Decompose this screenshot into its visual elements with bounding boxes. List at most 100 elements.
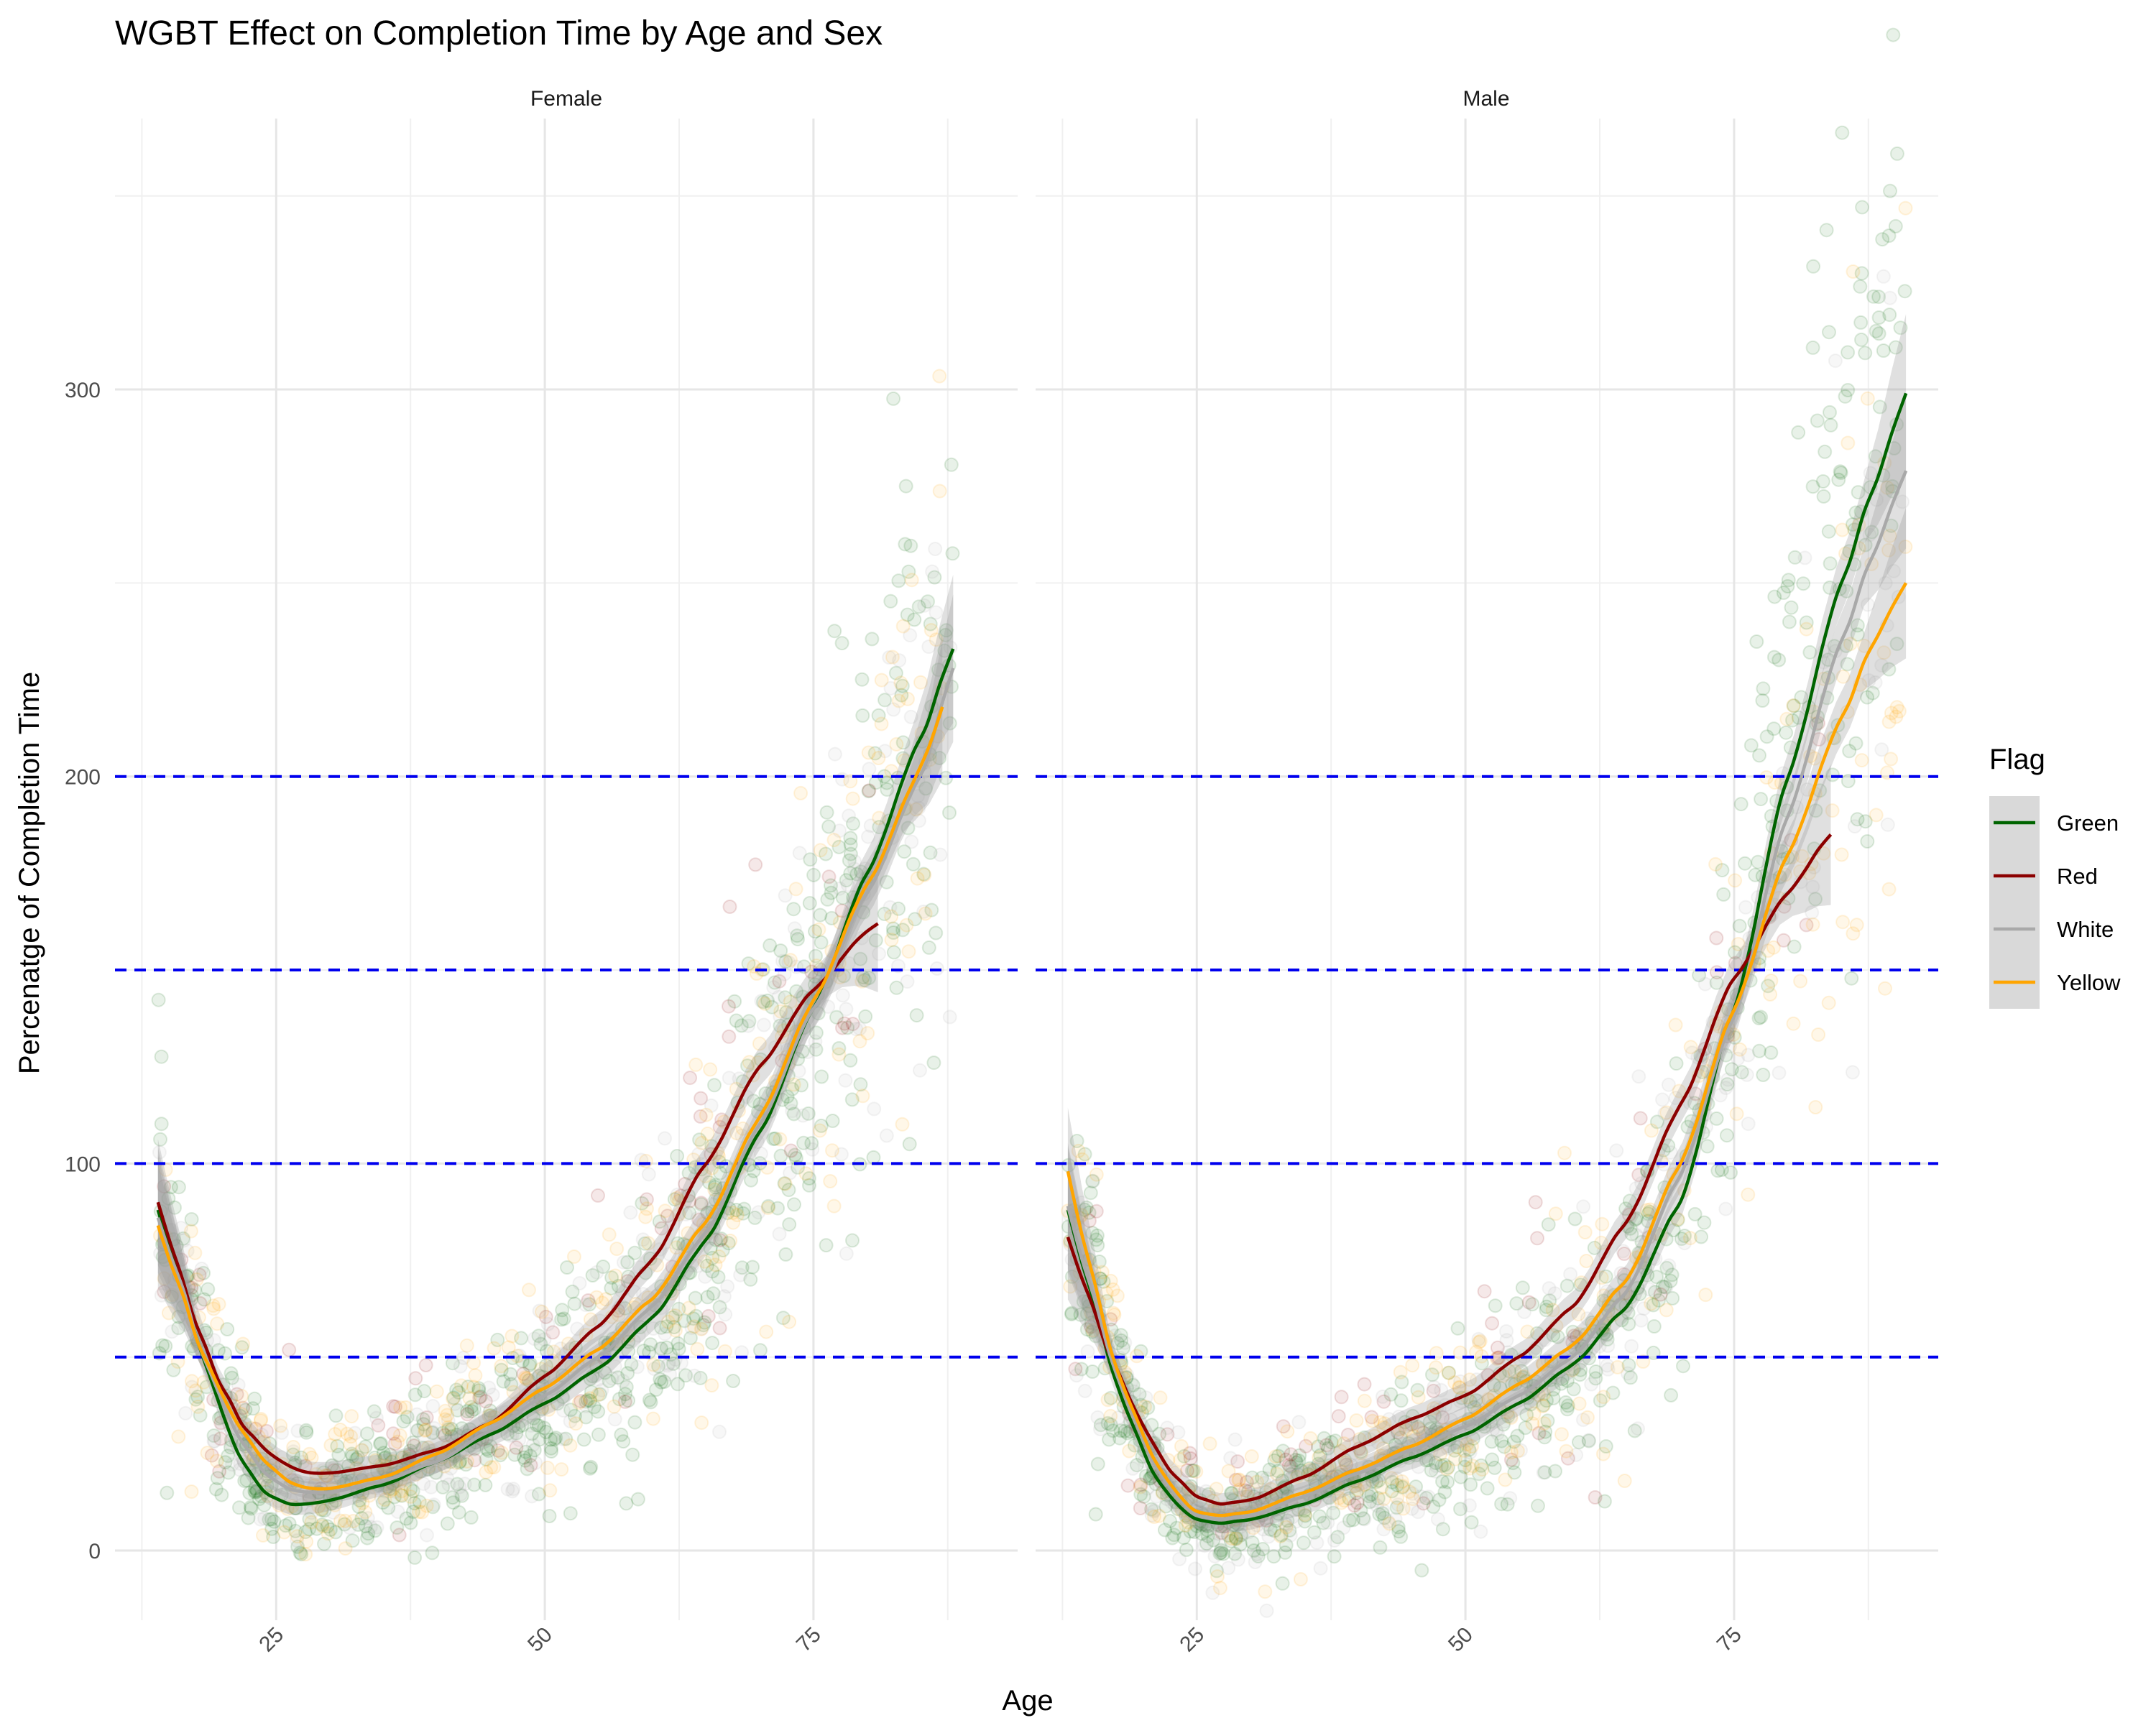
data-point-female-white [827,747,842,762]
data-point-female-green [619,1380,634,1395]
data-point-female-yellow [398,1400,413,1415]
data-point-female-green [358,1439,373,1454]
data-point-male-green [1889,146,1904,161]
data-point-male-white [1718,1201,1733,1216]
data-point-male-green [1733,797,1749,812]
data-point-female-green [220,1322,235,1336]
data-point-male-white [1576,1199,1591,1214]
data-point-female-green [726,1374,741,1388]
data-point-female-green [746,1163,761,1178]
data-point-female-white [841,956,856,971]
data-point-female-white [420,1528,434,1543]
data-point-female-green [611,1278,626,1293]
data-point-female-red [387,1436,402,1451]
data-point-female-yellow [681,1300,696,1316]
data-point-female-white [290,1423,305,1438]
data-point-female-green [584,1459,599,1474]
data-point-female-white [369,1520,384,1535]
data-point-male-red [1357,1377,1372,1392]
data-point-female-green [778,954,793,969]
data-point-female-white [662,1247,677,1262]
data-point-male-green [1440,1474,1455,1489]
data-point-female-white [589,1265,604,1280]
data-point-female-white [579,1399,594,1414]
data-point-female-green [686,1311,701,1326]
data-point-male-yellow [1793,974,1808,989]
data-point-male-white [1697,976,1713,992]
data-point-male-white [1327,1533,1342,1548]
data-point-male-green [1755,693,1770,708]
data-point-female-green [459,1457,474,1472]
data-point-female-yellow [843,774,858,789]
data-point-female-green [648,1382,663,1397]
data-point-female-green [862,971,877,985]
data-point-female-green [167,1200,182,1215]
data-point-female-green [907,612,922,627]
data-point-female-yellow [687,1319,701,1334]
data-point-female-green [309,1521,324,1536]
data-point-male-green [1548,1464,1562,1479]
data-point-female-green [237,1474,252,1489]
data-point-female-white [801,1045,816,1059]
data-point-female-green [770,1201,786,1216]
data-point-male-white [1634,1313,1649,1328]
data-point-female-green [844,1092,860,1107]
data-point-female-yellow [589,1290,604,1305]
data-point-male-green [1806,259,1821,274]
data-point-male-yellow [1898,200,1913,216]
data-point-female-yellow [185,1374,199,1389]
data-point-female-white [722,1071,737,1086]
data-point-female-yellow [563,1438,578,1453]
data-point-female-red [388,1399,403,1414]
data-point-female-white [254,1427,269,1442]
data-point-female-red [538,1309,553,1324]
data-point-female-green [840,1020,855,1035]
data-point-male-yellow [1572,1396,1587,1411]
data-point-female-green [584,1385,599,1400]
data-point-female-white [852,1021,867,1036]
data-point-male-white [1662,1258,1677,1273]
data-point-female-white [772,1226,787,1242]
data-point-male-yellow [1659,1303,1674,1318]
data-point-female-green [466,1402,482,1417]
data-point-male-yellow [1357,1393,1372,1408]
data-point-female-red [660,1209,675,1224]
data-point-female-green [278,1518,293,1533]
data-point-male-white [1828,354,1843,369]
data-point-female-yellow [568,1416,584,1431]
data-point-male-green [1515,1280,1530,1295]
y-tick-label: 100 [65,1152,101,1176]
data-point-female-white [417,1428,432,1443]
data-point-male-white [1659,1280,1674,1295]
data-point-female-white [369,1410,384,1426]
data-point-female-green [911,599,926,614]
data-point-female-green [898,479,913,494]
data-point-male-green [1842,744,1857,759]
data-point-female-green [610,1370,625,1385]
data-point-female-green [522,1449,538,1464]
data-point-female-green [405,1505,420,1520]
data-point-female-green [410,1423,425,1438]
data-point-male-green [1853,315,1869,330]
data-point-female-green [824,885,839,900]
data-point-female-green [829,1009,844,1025]
data-point-female-green [939,770,954,785]
data-point-male-green [1853,279,1868,294]
data-point-female-green [612,1392,627,1407]
data-point-female-white [607,1359,622,1374]
data-point-female-green [804,1136,819,1151]
legend-label-red: Red [2057,864,2098,889]
data-point-female-green [885,921,900,936]
data-point-female-green [525,1426,540,1441]
data-point-male-yellow [1779,711,1795,726]
data-point-female-green [591,1427,606,1442]
data-point-female-green [604,1280,619,1295]
data-point-female-yellow [344,1409,359,1424]
data-point-female-green [436,1426,450,1441]
data-point-female-white [553,1341,568,1357]
data-point-female-yellow [729,1208,745,1223]
data-point-female-red [386,1426,401,1441]
data-point-female-green [903,538,918,553]
data-point-male-white [1499,1324,1514,1339]
